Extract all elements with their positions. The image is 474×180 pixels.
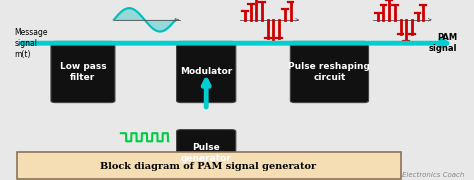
Text: PAM
signal: PAM signal (429, 33, 457, 53)
FancyBboxPatch shape (176, 41, 236, 103)
Text: Electronics Coach: Electronics Coach (402, 172, 465, 178)
FancyBboxPatch shape (290, 41, 368, 103)
Text: Block diagram of PAM signal generator: Block diagram of PAM signal generator (100, 162, 317, 171)
FancyBboxPatch shape (17, 152, 401, 179)
FancyBboxPatch shape (51, 41, 115, 103)
FancyBboxPatch shape (176, 130, 236, 176)
Text: Pulse reshaping
circuit: Pulse reshaping circuit (289, 62, 370, 82)
Text: Modulator: Modulator (180, 68, 232, 76)
Text: Pulse
generator: Pulse generator (181, 143, 232, 163)
Text: Low pass
filter: Low pass filter (60, 62, 106, 82)
Text: Message
signal
m(t): Message signal m(t) (14, 28, 48, 59)
